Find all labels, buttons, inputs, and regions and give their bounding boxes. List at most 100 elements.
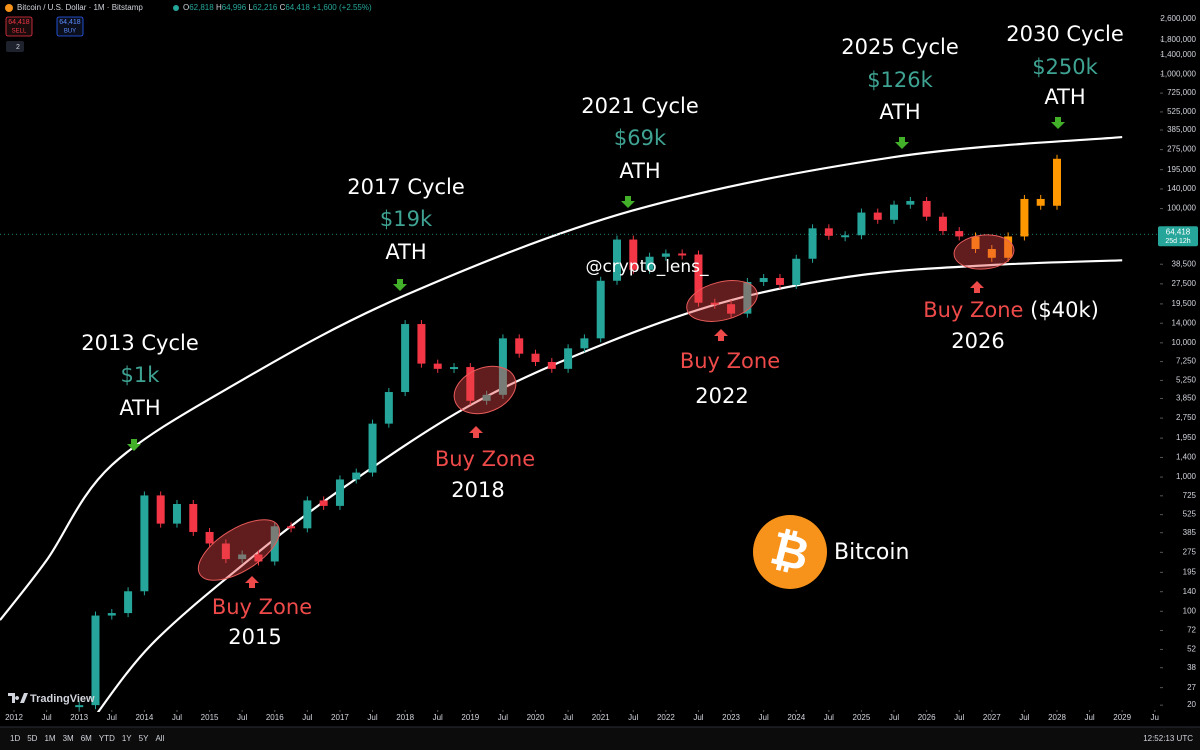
- indicator-box[interactable]: [6, 41, 24, 52]
- ath-arrow: [1051, 117, 1065, 129]
- sell-label[interactable]: SELL: [12, 29, 27, 35]
- candle: [221, 543, 230, 560]
- x-tick-label: Jul: [759, 713, 769, 722]
- candle: [384, 392, 393, 424]
- candle: [824, 228, 833, 236]
- x-tick-label: Jul: [693, 713, 703, 722]
- cycle-price: $19k: [380, 207, 433, 231]
- y-tick-label: 100: [1183, 606, 1197, 615]
- timeframe[interactable]: YTD: [99, 734, 115, 743]
- x-tick-label: Jul: [889, 713, 899, 722]
- candle: [1053, 158, 1062, 206]
- price-label-box: [1158, 226, 1198, 247]
- candle: [743, 281, 752, 314]
- timeframe[interactable]: 1Y: [122, 734, 132, 743]
- indicator-toggle[interactable]: 2: [6, 41, 24, 52]
- candle: [124, 591, 133, 614]
- y-tick-label: 725: [1183, 491, 1197, 500]
- x-tick-label: Jul: [628, 713, 638, 722]
- close: 64,418: [285, 3, 310, 12]
- buy-box[interactable]: [56, 16, 84, 37]
- status-dot: [173, 5, 179, 11]
- y-tick-label: 2,600,000: [1160, 14, 1196, 23]
- y-tick-label: 52: [1187, 645, 1196, 654]
- high: 64,996: [222, 3, 247, 12]
- y-tick-label: 27: [1187, 683, 1196, 692]
- candle: [678, 253, 687, 256]
- timeframe[interactable]: All: [155, 734, 164, 743]
- x-tick-label: 2029: [1113, 713, 1131, 722]
- x-tick-label: 2026: [918, 713, 936, 722]
- countdown: 25d 12h: [1165, 238, 1190, 245]
- timeframe[interactable]: 1D: [10, 734, 20, 743]
- candle: [759, 278, 768, 282]
- cycle-title: 2025 Cycle: [841, 35, 959, 59]
- candle: [808, 228, 817, 259]
- cycle-price: $69k: [614, 126, 667, 150]
- timeframe[interactable]: 6M: [81, 734, 92, 743]
- overlay: Bitcoin / U.S. Dollar · 1M · Bitstamp O6…: [0, 3, 1200, 750]
- x-tick-label: Jul: [367, 713, 377, 722]
- buy-zone-label: Buy Zone ($40k): [923, 298, 1099, 322]
- y-tick-label: 1,400: [1176, 453, 1197, 462]
- symbol: Bitcoin / U.S. Dollar · 1M · Bitstamp: [17, 3, 143, 12]
- candle: [645, 256, 654, 270]
- sell-button[interactable]: 64,418 SELL: [5, 16, 33, 37]
- candle: [270, 526, 279, 562]
- candle: [1004, 236, 1013, 258]
- candle: [1036, 198, 1045, 206]
- candle: [287, 526, 296, 529]
- candle: [906, 200, 915, 205]
- buy-button[interactable]: 64,418 BUY: [56, 16, 84, 37]
- brand-icon: [8, 693, 28, 703]
- candle: [873, 212, 882, 220]
- candle: [596, 280, 605, 339]
- x-tick-label: 2027: [983, 713, 1001, 722]
- y-tick-label: 72: [1187, 626, 1196, 635]
- timeframe[interactable]: 5Y: [139, 734, 149, 743]
- ohlc: O62,818 H64,996 L62,216 C64,418 +1,600 (…: [183, 3, 372, 12]
- y-tick-label: 1,000,000: [1160, 69, 1196, 78]
- cycle-title: 2017 Cycle: [347, 175, 465, 199]
- candle: [303, 500, 312, 529]
- sell-box[interactable]: [5, 16, 33, 37]
- buy-zone-year: 2018: [451, 478, 504, 502]
- candle: [335, 479, 344, 506]
- x-tick-label: Jul: [1084, 713, 1094, 722]
- y-tick-label: 385,000: [1167, 125, 1196, 134]
- ohlc-label: C: [280, 3, 286, 12]
- candle: [1020, 198, 1029, 237]
- sell-price[interactable]: 64,418: [8, 19, 30, 26]
- timeframe[interactable]: 1M: [44, 734, 55, 743]
- timeframe[interactable]: 5D: [27, 734, 37, 743]
- candle: [971, 236, 980, 250]
- x-tick-label: 2013: [70, 713, 88, 722]
- candle: [254, 554, 263, 562]
- buy-label[interactable]: BUY: [64, 29, 76, 35]
- cycle-title: 2030 Cycle: [1006, 22, 1124, 46]
- candle: [547, 361, 556, 369]
- x-tick-label: 2020: [527, 713, 545, 722]
- ohlc-label: H: [216, 3, 222, 12]
- candle: [710, 302, 719, 305]
- candle: [661, 253, 670, 257]
- ath-arrow: [621, 196, 635, 208]
- x-tick-label: 2014: [135, 713, 153, 722]
- y-tick-label: 525: [1183, 510, 1197, 519]
- cycle-price: $250k: [1032, 55, 1098, 79]
- x-tick-label: 2019: [461, 713, 479, 722]
- timeframe[interactable]: 3M: [63, 734, 74, 743]
- candle: [727, 304, 736, 314]
- x-tick-label: 2017: [331, 713, 349, 722]
- indicator-count[interactable]: 2: [16, 44, 20, 51]
- y-tick-label: 2,750: [1176, 413, 1197, 422]
- x-tick-label: Ju: [1151, 713, 1159, 722]
- brand: TradingView: [30, 693, 95, 705]
- y-tick-label: 275: [1183, 547, 1197, 556]
- y-tick-label: 7,250: [1176, 357, 1197, 366]
- x-tick-label: 2022: [657, 713, 675, 722]
- buy-price[interactable]: 64,418: [59, 19, 81, 26]
- candle: [498, 338, 507, 395]
- candle: [857, 212, 866, 236]
